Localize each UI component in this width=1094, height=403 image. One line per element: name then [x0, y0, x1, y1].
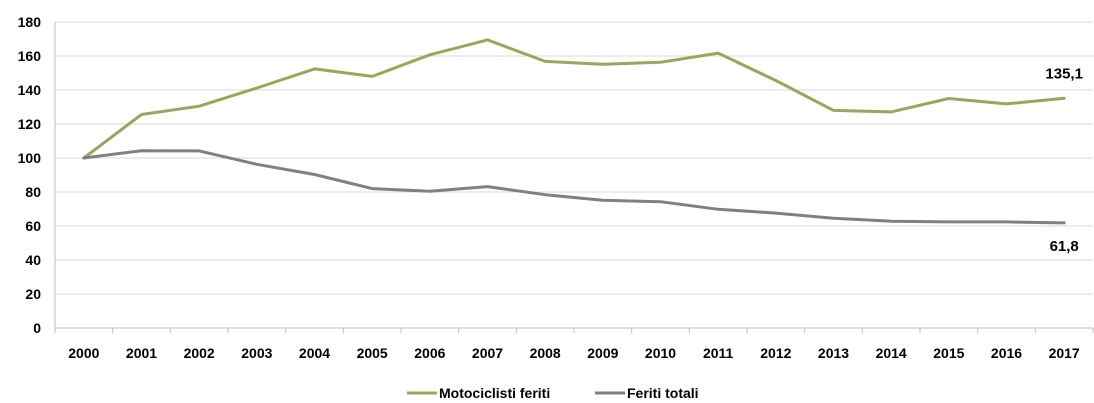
- x-tick-label: 2004: [299, 345, 330, 361]
- x-tick-label: 2010: [645, 345, 676, 361]
- legend: Motociclisti feriti Feriti totali: [407, 385, 699, 401]
- y-tick-label: 80: [25, 184, 41, 200]
- y-tick-label: 0: [33, 320, 41, 336]
- y-tick-label: 20: [25, 286, 41, 302]
- x-tick-label: 2011: [703, 345, 734, 361]
- x-tick-label: 2000: [68, 345, 99, 361]
- y-tick-label: 40: [25, 252, 41, 268]
- x-tick-label: 2006: [414, 345, 445, 361]
- x-tick-label: 2015: [933, 345, 964, 361]
- series-line-0: [82, 38, 1066, 160]
- x-tick-label: 2008: [530, 345, 561, 361]
- legend-label-1: Feriti totali: [627, 385, 699, 401]
- x-tick-label: 2002: [184, 345, 215, 361]
- x-tick-label: 2009: [587, 345, 618, 361]
- x-tick-label: 2003: [241, 345, 272, 361]
- x-axis: 2000 2001 2002 2003 2004 2005 2006 2007 2008 2009…: [54, 327, 1094, 361]
- data-labels: 135,1 61,8: [1045, 65, 1083, 255]
- x-tick-label: 2001: [126, 345, 157, 361]
- x-tick-label: 2012: [760, 345, 791, 361]
- y-tick-label: 100: [18, 150, 42, 166]
- x-tick-label: 2013: [818, 345, 849, 361]
- series-lines: [82, 38, 1066, 225]
- y-tick-label: 180: [18, 14, 42, 30]
- y-axis: 0 20 40 60 80 100 120 140 160 180: [18, 14, 56, 336]
- data-label-0: 135,1: [1045, 65, 1083, 82]
- y-tick-label: 60: [25, 218, 41, 234]
- x-tick-label: 2007: [472, 345, 503, 361]
- x-tick-label: 2017: [1049, 345, 1080, 361]
- x-tick-label: 2005: [357, 345, 388, 361]
- y-tick-label: 120: [18, 116, 42, 132]
- series-line-1: [82, 149, 1066, 225]
- legend-label-0: Motociclisti feriti: [439, 385, 550, 401]
- data-label-1: 61,8: [1050, 238, 1079, 255]
- y-tick-label: 140: [18, 82, 42, 98]
- x-tick-label: 2014: [876, 345, 907, 361]
- x-tick-label: 2016: [991, 345, 1022, 361]
- y-tick-label: 160: [18, 48, 42, 64]
